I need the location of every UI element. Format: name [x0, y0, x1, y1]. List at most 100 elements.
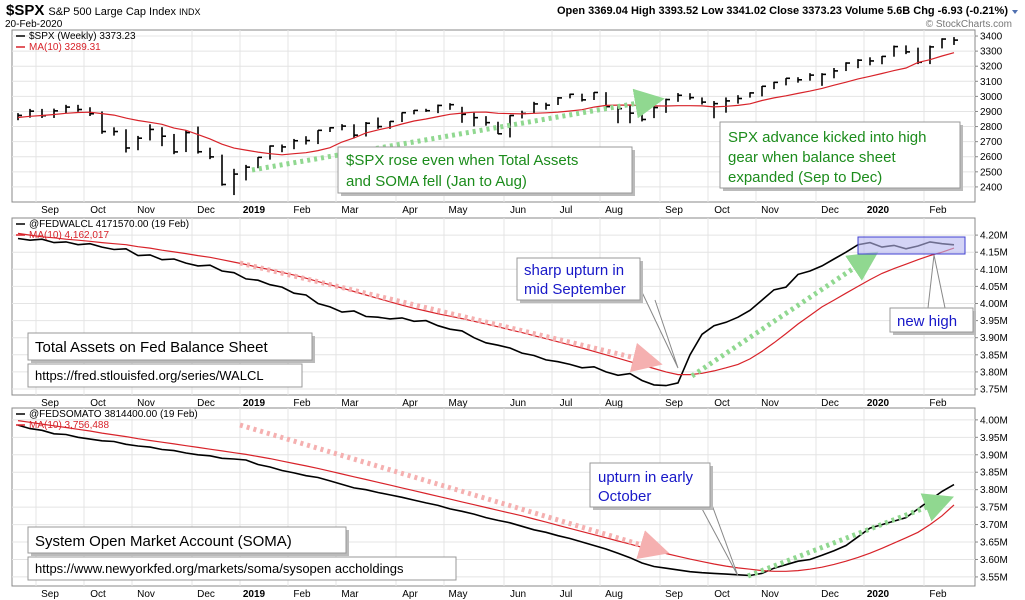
x-tick-label: Oct [90, 205, 106, 216]
source: https://www.newyorkfed.org/markets/soma/… [35, 561, 404, 576]
x-tick-label: Dec [197, 205, 215, 216]
x-tick-label: 2019 [243, 205, 266, 216]
x-tick-label: Feb [929, 205, 947, 216]
x-tick-label: Sep [665, 398, 683, 409]
y-tick-label: 3.55M [980, 572, 1008, 583]
x-tick-label: Apr [402, 398, 418, 409]
note-box [27, 363, 303, 388]
x-tick-label: May [449, 205, 468, 216]
y-tick-label: 3.75M [980, 385, 1008, 396]
quote: Open 3369.04 High 3393.52 Low 3341.02 Cl… [557, 5, 1008, 17]
note-box [589, 462, 711, 508]
x-tick-label: 2020 [867, 398, 890, 409]
x-tick-label: 2019 [243, 589, 266, 600]
note: $SPX rose even when Total Assets [346, 152, 578, 169]
note-box [27, 332, 313, 361]
y-tick-label: 2400 [980, 182, 1003, 193]
x-tick-label: Jul [560, 398, 573, 409]
x-tick-label: Nov [137, 589, 155, 600]
note-box [516, 257, 641, 301]
note: gear when balance sheet [728, 149, 896, 166]
legend-label: MA(10) 3,756,488 [29, 420, 109, 431]
y-tick-label: 3.75M [980, 503, 1008, 514]
x-tick-label: Sep [41, 589, 59, 600]
y-tick-label: 3.95M [980, 433, 1008, 444]
x-tick-label: Oct [714, 589, 730, 600]
y-tick-label: 2700 [980, 137, 1003, 148]
x-tick-label: Dec [821, 589, 839, 600]
x-tick-label: Jul [560, 205, 573, 216]
y-tick-label: 3.80M [980, 367, 1008, 378]
y-tick-label: 3.90M [980, 333, 1008, 344]
y-tick-label: 4.00M [980, 415, 1008, 426]
note: and SOMA fell (Jan to Aug) [346, 173, 527, 190]
symbol: $SPX [6, 2, 44, 19]
note: expanded (Sep to Dec) [728, 169, 882, 186]
note: new high [897, 313, 957, 330]
callout [639, 287, 679, 369]
x-tick-label: Nov [137, 205, 155, 216]
note: October [598, 488, 651, 505]
y-tick-label: 4.15M [980, 248, 1008, 259]
y-tick-label: 3200 [980, 62, 1003, 73]
x-tick-label: Mar [341, 398, 359, 409]
x-tick-label: Dec [197, 398, 215, 409]
y-tick-label: 3300 [980, 47, 1003, 58]
x-tick-label: Mar [341, 205, 359, 216]
y-tick-label: 3.90M [980, 450, 1008, 461]
x-tick-label: May [449, 589, 468, 600]
x-tick-label: Dec [821, 398, 839, 409]
x-tick-label: Aug [605, 589, 623, 600]
y-tick-label: 4.10M [980, 265, 1008, 276]
x-tick-label: Oct [90, 398, 106, 409]
x-tick-label: Dec [197, 589, 215, 600]
exchange: INDX [179, 7, 201, 17]
x-tick-label: Oct [714, 398, 730, 409]
x-tick-label: Sep [41, 398, 59, 409]
x-tick-label: Oct [90, 589, 106, 600]
x-tick-label: Jun [510, 205, 526, 216]
legend-label: MA(10) 4,162,017 [29, 230, 109, 241]
x-tick-label: Nov [761, 589, 779, 600]
legend-label: MA(10) 3289.31 [29, 42, 101, 53]
note: sharp upturn in [524, 262, 624, 279]
dropdown-icon [1012, 10, 1018, 14]
index-name: S&P 500 Large Cap Index [48, 6, 176, 18]
note-box [337, 146, 633, 194]
x-tick-label: Nov [137, 398, 155, 409]
x-tick-label: Aug [605, 398, 623, 409]
y-tick-label: 3.65M [980, 538, 1008, 549]
y-tick-label: 3.85M [980, 468, 1008, 479]
y-tick-label: 3100 [980, 77, 1003, 88]
note-box [889, 307, 974, 333]
line [17, 424, 955, 577]
line [17, 237, 955, 387]
y-tick-label: 2800 [980, 122, 1003, 133]
y-tick-label: 3400 [980, 32, 1003, 43]
y-tick-label: 2500 [980, 167, 1003, 178]
callout [699, 504, 739, 577]
y-tick-label: 4.05M [980, 282, 1008, 293]
y-tick-label: 3000 [980, 92, 1003, 103]
y-tick-label: 2600 [980, 152, 1003, 163]
x-tick-label: Sep [665, 205, 683, 216]
x-tick-label: Feb [293, 398, 311, 409]
x-tick-label: Mar [341, 589, 359, 600]
note-box [27, 526, 347, 554]
note: upturn in early [598, 469, 694, 486]
x-tick-label: Apr [402, 589, 418, 600]
x-tick-label: Jun [510, 589, 526, 600]
x-tick-label: Nov [761, 205, 779, 216]
legend-label: $SPX (Weekly) 3373.23 [29, 31, 136, 42]
x-tick-label: Aug [605, 205, 623, 216]
x-tick-label: 2019 [243, 398, 266, 409]
y-tick-label: 3.60M [980, 555, 1008, 566]
legend-label: @FEDWALCL 4171570.00 (19 Feb) [29, 219, 189, 230]
x-tick-label: Jul [560, 589, 573, 600]
x-tick-label: Dec [821, 205, 839, 216]
y-tick-label: 3.80M [980, 485, 1008, 496]
x-tick-label: Feb [293, 589, 311, 600]
legend-label: @FEDSOMATO 3814400.00 (19 Feb) [29, 409, 198, 420]
credit: © StockCharts.com [926, 19, 1012, 30]
